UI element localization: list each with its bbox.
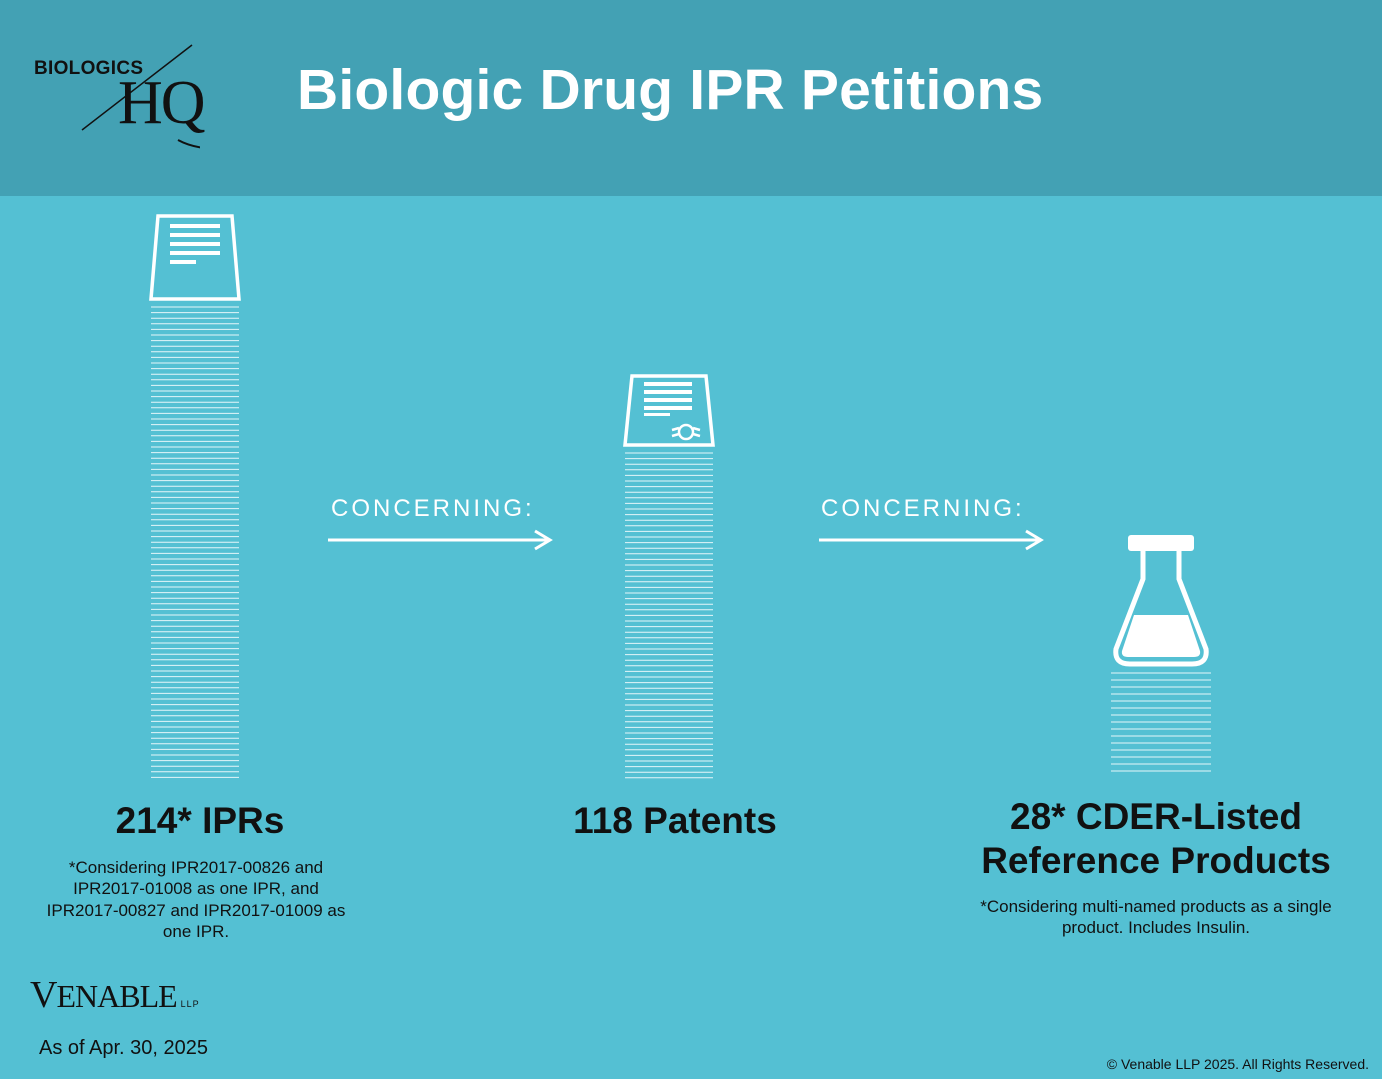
flask-icon <box>1113 535 1209 667</box>
logo-biologics-text: BIOLOGICS <box>34 58 144 79</box>
patent-page-lines <box>625 452 713 779</box>
copyright-notice: © Venable LLP 2025. All Rights Reserved. <box>1106 1056 1369 1072</box>
patents-count-label: 118 Patents <box>573 800 777 841</box>
right-arrow-icon <box>819 529 1044 551</box>
right-arrow-icon <box>328 529 553 551</box>
ipr-footnote: *Considering IPR2017-00826 and IPR2017-0… <box>46 858 346 941</box>
ipr-stack <box>149 214 241 778</box>
header-banner: BIOLOGICS HQ Biologic Drug IPR Petitions <box>0 0 1382 196</box>
page-title: Biologic Drug IPR Petitions <box>297 58 1044 122</box>
venable-logo: VENABLE LLP <box>30 976 200 1014</box>
concerning-label-1: CONCERNING: <box>331 495 535 522</box>
logo-hq-text: HQ <box>118 69 206 137</box>
document-icon <box>149 214 241 301</box>
products-label-line1: 28* CDER-Listed <box>1010 796 1302 837</box>
as-of-date: As of Apr. 30, 2025 <box>39 1037 209 1059</box>
products-stack <box>1111 535 1211 772</box>
concerning-label-2: CONCERNING: <box>821 495 1025 522</box>
ipr-page-lines <box>151 306 239 778</box>
venable-logo-initial: V <box>30 974 57 1016</box>
patents-stack <box>623 374 715 779</box>
products-count-label: 28* CDER-Listed Reference Products <box>956 795 1356 884</box>
ipr-count-label: 214* IPRs <box>115 800 285 841</box>
venable-logo-llp: LLP <box>180 999 200 1009</box>
venable-logo-rest: ENABLE <box>56 978 177 1014</box>
product-page-lines <box>1111 672 1211 772</box>
logo-slash-icon <box>81 44 200 149</box>
products-footnote: *Considering multi-named products as a s… <box>980 897 1332 938</box>
certificate-icon <box>623 374 715 447</box>
products-label-line2: Reference Products <box>981 840 1331 882</box>
